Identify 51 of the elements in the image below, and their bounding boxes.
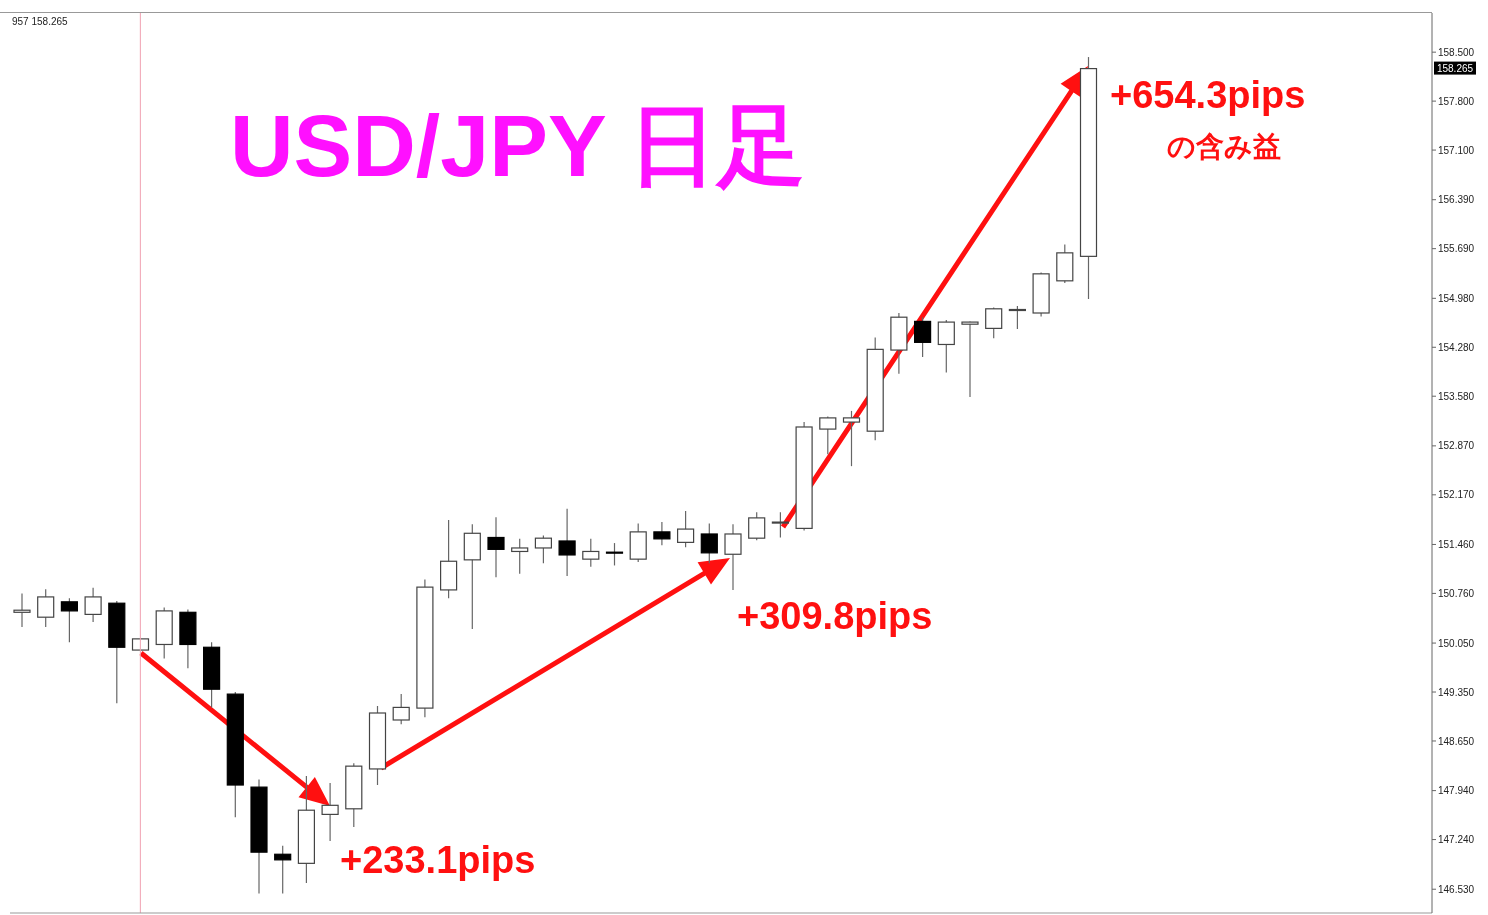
candlestick [274, 845, 292, 895]
candlestick [771, 511, 789, 539]
y-tick-label: 152.170 [1438, 489, 1475, 501]
y-tick-label: 148.650 [1438, 735, 1475, 747]
y-tick-label: 151.460 [1438, 539, 1475, 551]
annotation: +654.3pips [1110, 74, 1306, 117]
y-tick-label: 158.500 [1438, 46, 1475, 58]
candlestick [321, 782, 339, 842]
y-tick-label: 156.390 [1438, 194, 1475, 206]
y-tick-label: 153.580 [1438, 390, 1475, 402]
candlestick [1008, 305, 1026, 330]
y-tick-label: 157.100 [1438, 144, 1475, 156]
candlestick [511, 538, 529, 575]
annotation: 957 158.265 [12, 16, 68, 27]
candlestick [558, 508, 576, 577]
y-tick-label: 150.050 [1438, 637, 1475, 649]
candlestick [653, 521, 671, 546]
annotation: +309.8pips [737, 595, 933, 638]
candlestick [700, 522, 718, 564]
annotation: 158.265 [1436, 62, 1474, 74]
candlestick [748, 511, 766, 541]
candlestick [605, 542, 624, 567]
annotation: +233.1pips [340, 839, 536, 882]
candlestick [985, 306, 1003, 339]
text: USD/JPY 日足 [230, 96, 806, 195]
y-tick-label: 147.940 [1438, 785, 1475, 797]
candlestick [724, 523, 742, 591]
candlestick [937, 319, 955, 374]
y-tick-label: 152.870 [1438, 440, 1475, 452]
candlestick [487, 516, 505, 578]
y-tick-label: 155.690 [1438, 243, 1475, 255]
candlestick [961, 320, 979, 398]
candlestick [392, 693, 410, 725]
candlestick [914, 316, 932, 358]
y-tick-label: 154.280 [1438, 341, 1475, 353]
y-tick-label: 146.530 [1438, 883, 1475, 895]
candlestick [677, 510, 695, 548]
candlestick [13, 592, 31, 628]
y-tick-label: 154.980 [1438, 292, 1475, 304]
candlestick [582, 538, 600, 568]
annotation: の含み益 [1167, 131, 1281, 163]
candlestick [60, 597, 78, 643]
y-tick-label: 150.760 [1438, 587, 1475, 599]
candlestick [37, 588, 55, 628]
y-tick-label: 147.240 [1438, 834, 1475, 846]
candlestick [819, 415, 837, 455]
candlestick [534, 534, 552, 564]
y-tick-label: 149.350 [1438, 686, 1475, 698]
candlestick [842, 410, 861, 467]
candlestick [84, 587, 102, 623]
y-tick-label: 157.800 [1438, 95, 1475, 107]
